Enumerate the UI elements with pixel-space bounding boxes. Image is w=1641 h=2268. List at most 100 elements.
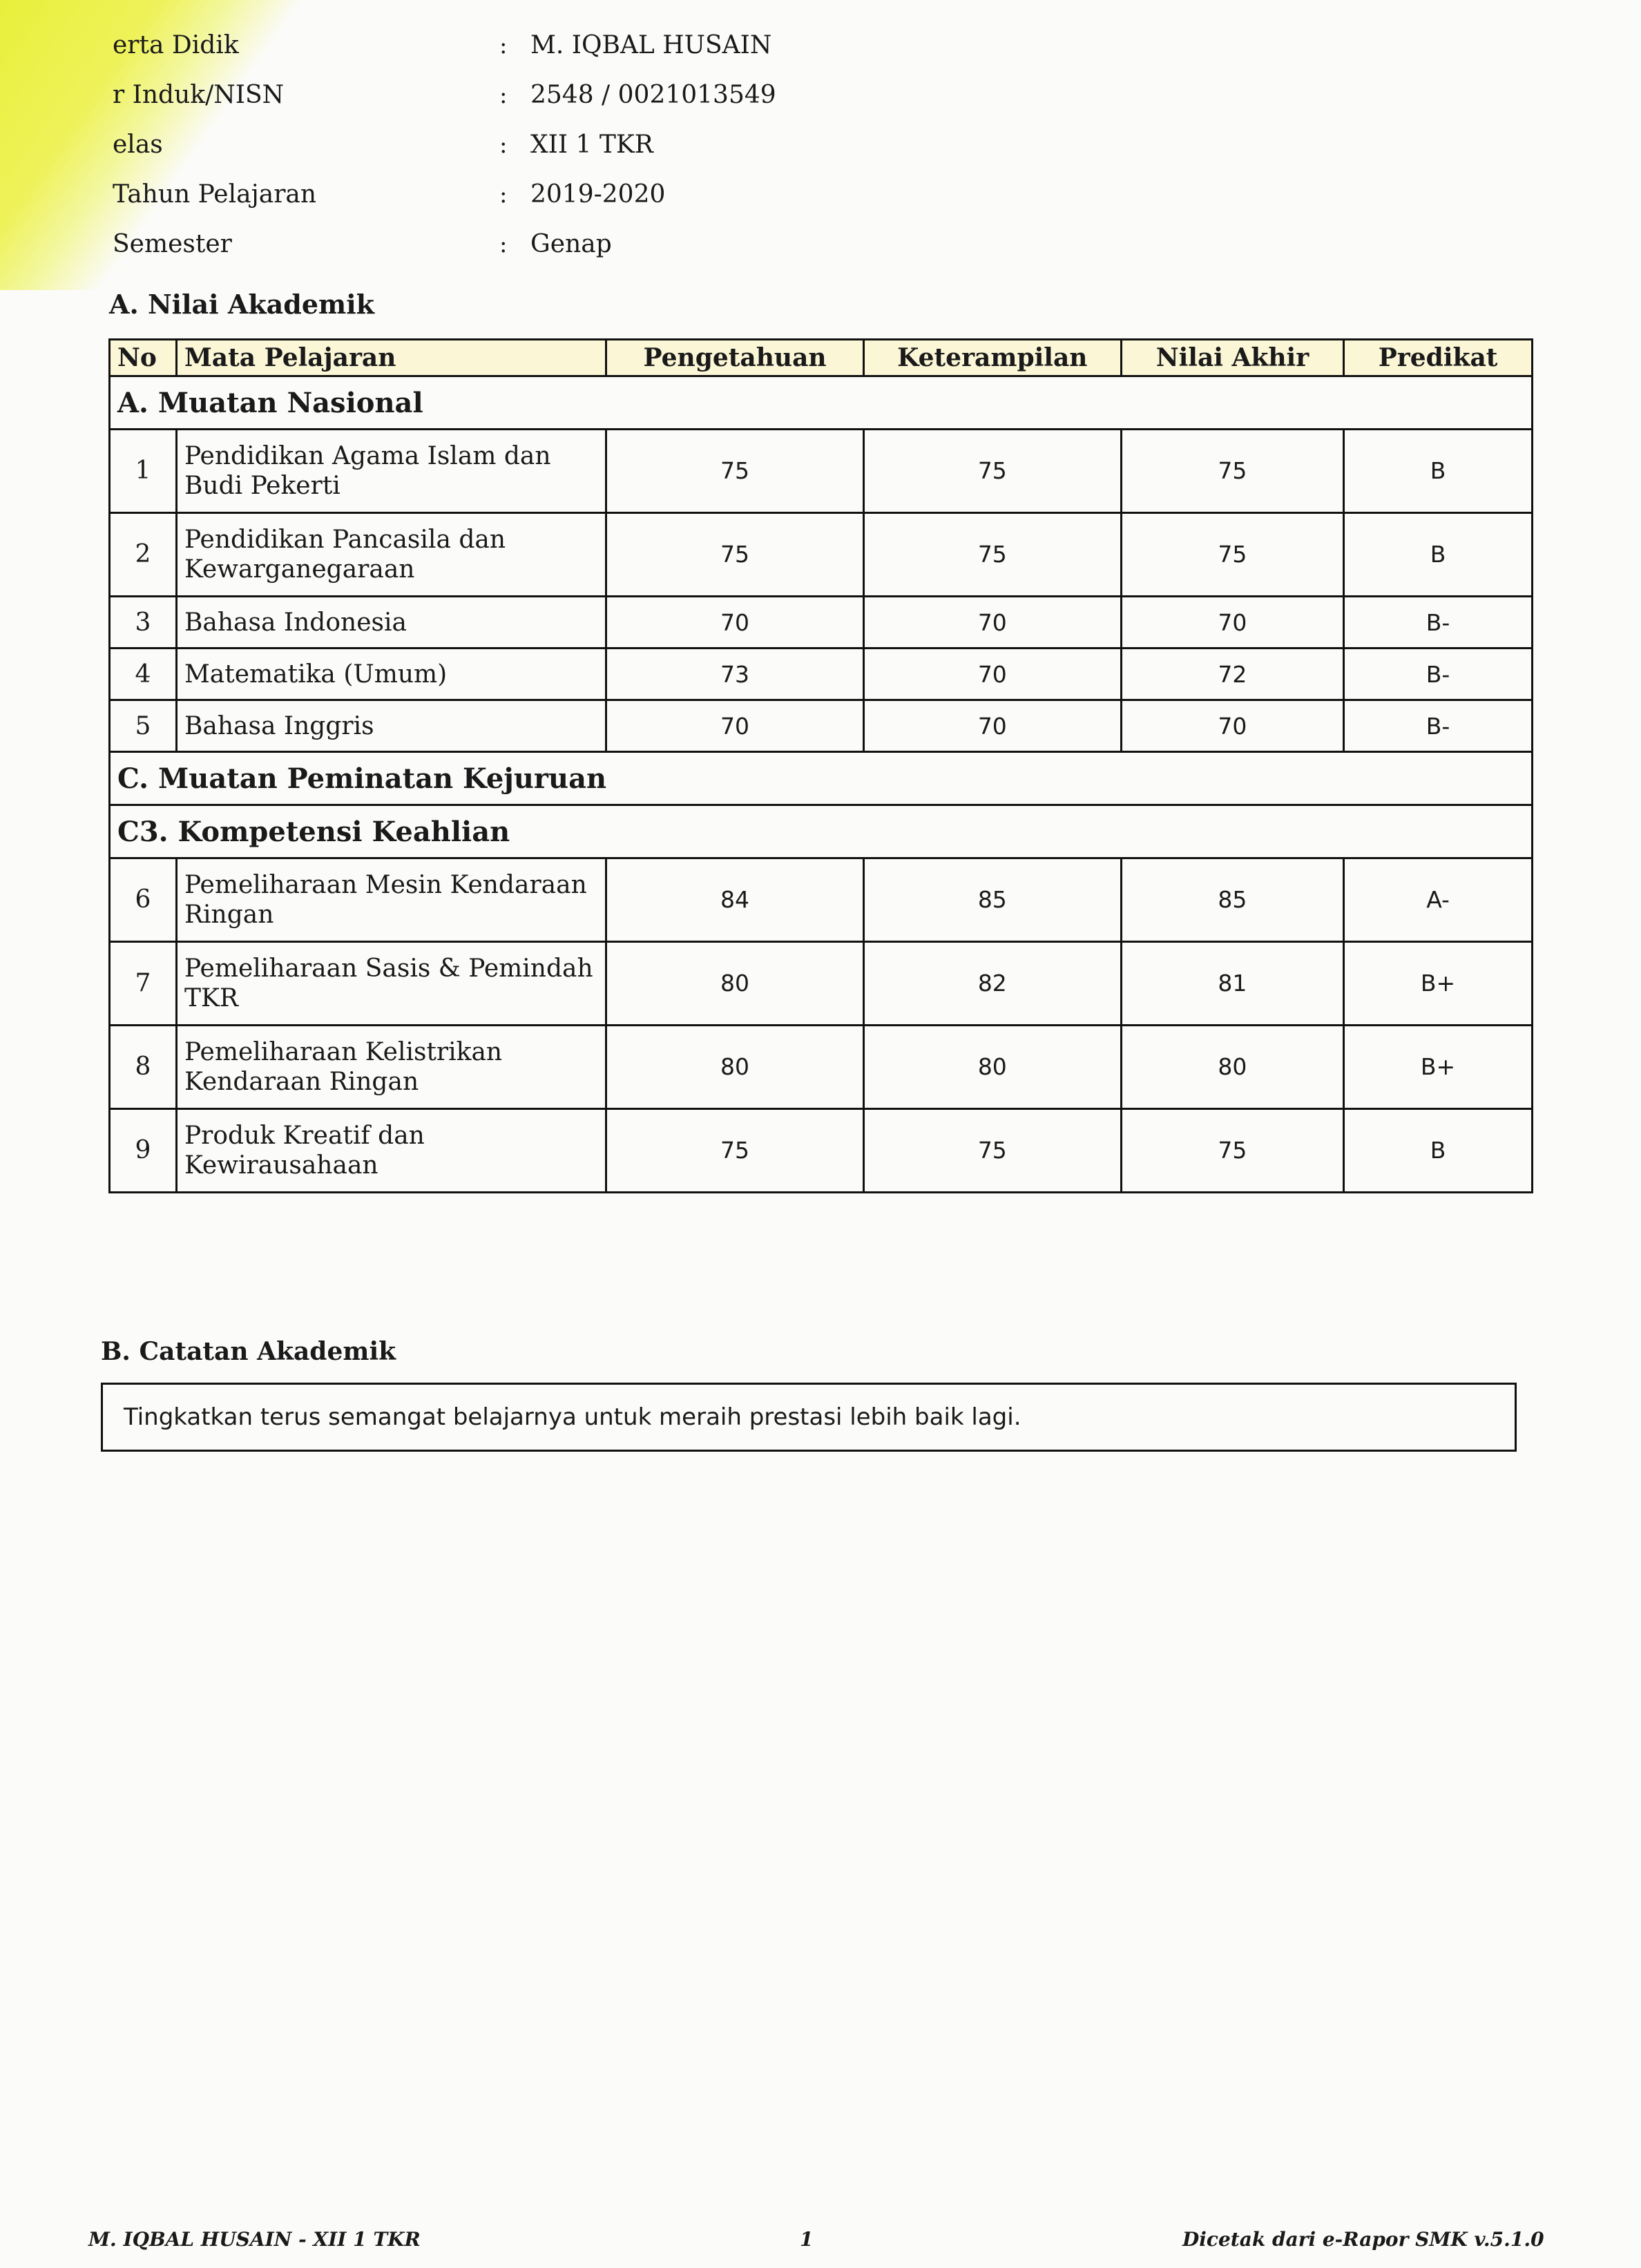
predikat: B: [1343, 1108, 1533, 1193]
catatan-box: Tingkatkan terus semangat belajarnya unt…: [101, 1383, 1517, 1452]
pengetahuan-score: 75: [605, 512, 865, 597]
row-number: 9: [108, 1108, 177, 1193]
keterampilan-score: 82: [862, 941, 1122, 1026]
predikat: A-: [1343, 857, 1533, 943]
nilai-akhir-score: 70: [1120, 595, 1345, 649]
table-row: 1 Pendidikan Agama Islam dan Budi Pekerti…: [108, 428, 1533, 514]
group-title: C3. Kompetensi Keahlian: [108, 804, 1533, 859]
info-value: Genap: [530, 230, 612, 258]
nilai-akhir-score: 75: [1120, 1108, 1345, 1193]
subject-name: Pendidikan Pancasila dan Kewarganegaraan: [175, 512, 608, 597]
student-info: erta Didik: M. IQBAL HUSAIN r Induk/NISN:2…: [113, 21, 1079, 269]
info-value: 2548 / 0021013549: [530, 81, 776, 109]
predikat: B+: [1343, 1024, 1533, 1110]
subject-name: Pemeliharaan Mesin Kendaraan Ringan: [175, 857, 608, 943]
pengetahuan-score: 75: [605, 428, 865, 514]
pengetahuan-score: 70: [605, 595, 865, 649]
info-row: erta Didik: M. IQBAL HUSAIN: [113, 21, 1079, 70]
row-number: 8: [108, 1024, 177, 1110]
group-row: C. Muatan Peminatan Kejuruan: [108, 751, 1533, 806]
table-row: 8 Pemeliharaan Kelistrikan Kendaraan Ring…: [108, 1024, 1533, 1110]
group-row: A. Muatan Nasional: [108, 375, 1533, 430]
info-row: Semester: Genap: [113, 220, 1079, 269]
nilai-akhir-score: 75: [1120, 428, 1345, 514]
subject-name: Produk Kreatif dan Kewirausahaan: [175, 1108, 608, 1193]
info-row: elas: XII 1 TKR: [113, 120, 1079, 170]
info-label: Semester: [113, 230, 232, 258]
footer-student: M. IQBAL HUSAIN - XII 1 TKR: [88, 2228, 421, 2251]
table-row: 6 Pemeliharaan Mesin Kendaraan Ringan 84 85…: [108, 857, 1533, 943]
footer-page-number: 1: [800, 2228, 814, 2251]
keterampilan-score: 70: [862, 595, 1122, 649]
pengetahuan-score: 70: [605, 699, 865, 753]
nilai-akhir-score: 81: [1120, 941, 1345, 1026]
predikat: B: [1343, 512, 1533, 597]
pengetahuan-score: 75: [605, 1108, 865, 1193]
nilai-akhir-score: 72: [1120, 647, 1345, 701]
row-number: 2: [108, 512, 177, 597]
predikat: B-: [1343, 647, 1533, 701]
footer-printed-by: Dicetak dari e-Rapor SMK v.5.1.0: [1182, 2228, 1544, 2251]
subject-name: Bahasa Indonesia: [175, 595, 608, 649]
header-nilai-akhir: Nilai Akhir: [1120, 338, 1345, 377]
keterampilan-score: 80: [862, 1024, 1122, 1110]
keterampilan-score: 70: [862, 647, 1122, 701]
footer: M. IQBAL HUSAIN - XII 1 TKR 1 Dicetak da…: [0, 2227, 1641, 2255]
info-label: erta Didik: [113, 31, 239, 59]
row-number: 3: [108, 595, 177, 649]
info-value: XII 1 TKR: [530, 131, 653, 159]
table-header-row: No Mata Pelajaran Pengetahuan Keterampil…: [108, 338, 1533, 377]
grades-table: No Mata Pelajaran Pengetahuan Keterampil…: [108, 338, 1533, 1193]
info-colon: :: [499, 131, 508, 159]
info-row: Tahun Pelajaran:2019-2020: [113, 170, 1079, 220]
subject-name: Pemeliharaan Kelistrikan Kendaraan Ringa…: [175, 1024, 608, 1110]
pengetahuan-score: 73: [605, 647, 865, 701]
nilai-akhir-score: 75: [1120, 512, 1345, 597]
predikat: B: [1343, 428, 1533, 514]
info-colon: :: [499, 32, 508, 59]
group-row: C3. Kompetensi Keahlian: [108, 804, 1533, 859]
header-pengetahuan: Pengetahuan: [605, 338, 865, 377]
info-value: 2019-2020: [530, 180, 666, 209]
pengetahuan-score: 80: [605, 1024, 865, 1110]
subject-name: Bahasa Inggris: [175, 699, 608, 753]
keterampilan-score: 75: [862, 428, 1122, 514]
catatan-text: Tingkatkan terus semangat belajarnya unt…: [124, 1403, 1021, 1431]
info-label: elas: [113, 131, 163, 159]
header-no: No: [108, 338, 177, 377]
info-colon: :: [499, 81, 508, 109]
row-number: 4: [108, 647, 177, 701]
table-row: 2 Pendidikan Pancasila dan Kewarganegaraa…: [108, 512, 1533, 597]
table-row: 9 Produk Kreatif dan Kewirausahaan 75 75 75 B: [108, 1108, 1533, 1193]
group-title: A. Muatan Nasional: [108, 375, 1533, 430]
info-value: M. IQBAL HUSAIN: [530, 31, 772, 59]
section-title-catatan: B. Catatan Akademik: [101, 1337, 396, 1366]
row-number: 1: [108, 428, 177, 514]
subject-name: Matematika (Umum): [175, 647, 608, 701]
nilai-akhir-score: 85: [1120, 857, 1345, 943]
info-colon: :: [499, 231, 508, 258]
info-colon: :: [499, 181, 508, 209]
subject-name: Pendidikan Agama Islam dan Budi Pekerti: [175, 428, 608, 514]
keterampilan-score: 75: [862, 512, 1122, 597]
nilai-akhir-score: 70: [1120, 699, 1345, 753]
header-keterampilan: Keterampilan: [862, 338, 1122, 377]
predikat: B-: [1343, 699, 1533, 753]
table-row: 7 Pemeliharaan Sasis & Pemindah TKR 80 82 81…: [108, 941, 1533, 1026]
pengetahuan-score: 80: [605, 941, 865, 1026]
predikat: B-: [1343, 595, 1533, 649]
row-number: 5: [108, 699, 177, 753]
header-predikat: Predikat: [1343, 338, 1533, 377]
keterampilan-score: 75: [862, 1108, 1122, 1193]
group-title: C. Muatan Peminatan Kejuruan: [108, 751, 1533, 806]
info-label: r Induk/NISN: [113, 81, 285, 109]
table-row: 5 Bahasa Inggris 70 70 70 B-: [108, 699, 1533, 753]
subject-name: Pemeliharaan Sasis & Pemindah TKR: [175, 941, 608, 1026]
info-label: Tahun Pelajaran: [113, 180, 317, 209]
row-number: 6: [108, 857, 177, 943]
keterampilan-score: 70: [862, 699, 1122, 753]
nilai-akhir-score: 80: [1120, 1024, 1345, 1110]
info-row: r Induk/NISN:2548 / 0021013549: [113, 70, 1079, 120]
predikat: B+: [1343, 941, 1533, 1026]
section-title-nilai-akademik: A. Nilai Akademik: [109, 289, 374, 320]
